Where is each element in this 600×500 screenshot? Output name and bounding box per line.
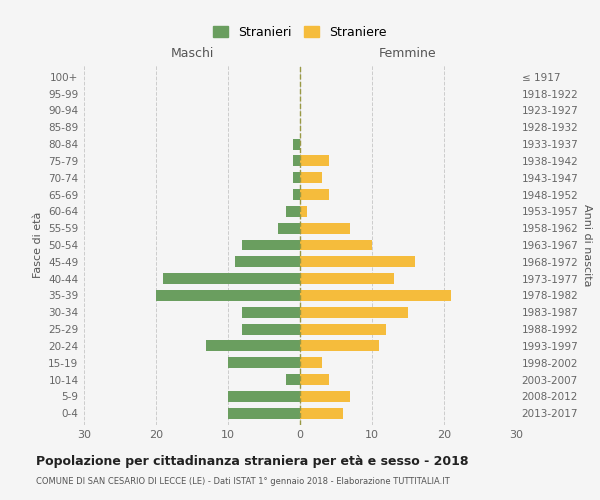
Bar (300, 408, 343, 418)
Bar (300, 324, 386, 334)
Bar (293, 189, 300, 200)
Bar (300, 358, 322, 368)
Bar (242, 324, 300, 334)
Y-axis label: Anni di nascita: Anni di nascita (582, 204, 592, 286)
Bar (293, 156, 300, 166)
Bar (286, 206, 300, 217)
Bar (300, 340, 379, 351)
Bar (300, 172, 322, 183)
Bar (300, 256, 415, 268)
Bar (300, 391, 350, 402)
Bar (242, 240, 300, 250)
Text: Popolazione per cittadinanza straniera per età e sesso - 2018: Popolazione per cittadinanza straniera p… (36, 455, 469, 468)
Bar (300, 189, 329, 200)
Text: COMUNE DI SAN CESARIO DI LECCE (LE) - Dati ISTAT 1° gennaio 2018 - Elaborazione : COMUNE DI SAN CESARIO DI LECCE (LE) - Da… (36, 478, 450, 486)
Bar (300, 374, 329, 385)
Bar (235, 256, 300, 268)
Bar (300, 273, 394, 284)
Bar (300, 240, 372, 250)
Bar (228, 358, 300, 368)
Bar (293, 172, 300, 183)
Bar (300, 222, 350, 234)
Bar (293, 138, 300, 149)
Y-axis label: Fasce di età: Fasce di età (32, 212, 43, 278)
Text: Femmine: Femmine (379, 47, 437, 60)
Bar (163, 273, 300, 284)
Text: Maschi: Maschi (170, 47, 214, 60)
Bar (278, 222, 300, 234)
Legend: Stranieri, Straniere: Stranieri, Straniere (208, 21, 392, 44)
Bar (228, 391, 300, 402)
Bar (206, 340, 300, 351)
Bar (156, 290, 300, 301)
Bar (300, 156, 329, 166)
Bar (300, 206, 307, 217)
Bar (228, 408, 300, 418)
Bar (286, 374, 300, 385)
Bar (242, 307, 300, 318)
Bar (300, 290, 451, 301)
Bar (300, 307, 408, 318)
